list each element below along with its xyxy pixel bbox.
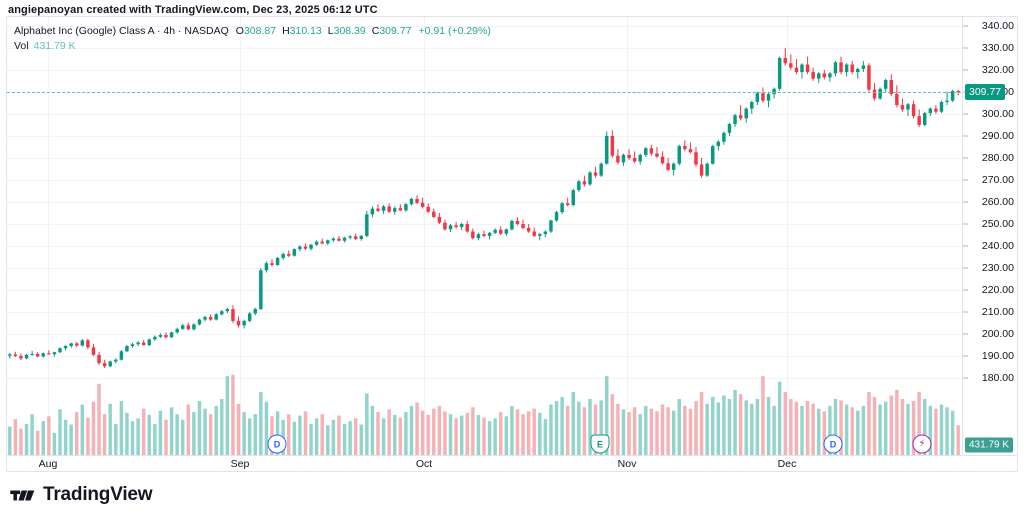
gridline-horizontal [7,268,961,270]
price-tick-label: 200.00 [981,328,1014,341]
time-tick-label: Dec [777,458,797,470]
volume-label: Vol [14,40,29,52]
tradingview-logo-icon [10,490,35,500]
price-tick-dash [963,311,968,313]
dividend-marker-icon[interactable]: D [267,434,287,454]
price-tick-label: 230.00 [981,262,1014,275]
price-tick-label: 320.00 [981,63,1014,76]
price-tick-dash [963,333,968,335]
split-marker-icon[interactable]: ⚡ [912,434,932,454]
price-tick-label: 190.00 [981,350,1014,363]
gridline-vertical [424,17,425,455]
candlestick-volume-series [8,47,960,455]
tradingview-footer: TradingView [10,484,153,506]
gridline-horizontal [7,47,961,49]
price-axis[interactable]: 340.00330.00320.00310.00300.00290.00280.… [962,17,1018,455]
price-tick-dash [963,25,968,27]
price-tick-dash [963,157,968,159]
current-volume-badge: 431.79 K [965,437,1014,453]
price-tick-label: 300.00 [981,107,1014,120]
gridline-horizontal [7,69,961,71]
gridline-horizontal [7,25,961,27]
ohlc-values: O308.87 H310.13 L308.39 C309.77 +0.91 (+0.29… [236,24,491,38]
price-tick-dash [963,69,968,71]
price-tick-label: 270.00 [981,174,1014,186]
low-value: 308.39 [333,25,366,37]
price-tick-label: 330.00 [981,41,1014,54]
gridline-horizontal [7,312,961,314]
gridline-vertical [627,17,628,455]
symbol-title[interactable]: Alphabet Inc (Google) Class A · 4h · NAS… [14,25,229,37]
price-tick-dash [963,201,968,203]
tradingview-wordmark: TradingView [43,484,153,505]
price-tick-dash [963,223,968,225]
price-tick-label: 280.00 [981,152,1014,164]
price-tick-label: 290.00 [981,129,1014,142]
price-tick-dash [963,377,968,379]
price-tick-label: 210.00 [981,306,1014,319]
gridline-horizontal [7,180,961,181]
time-tick-label: Oct [415,458,433,470]
chart-legend: Alphabet Inc (Google) Class A · 4h · NAS… [14,24,491,53]
earnings-marker-icon[interactable]: E [590,434,610,454]
price-tick-dash [963,355,968,357]
gridline-horizontal [7,356,961,358]
gridline-horizontal [7,113,961,115]
gridline-horizontal [7,158,961,159]
gridline-horizontal [7,290,961,292]
close-label: C [371,25,380,37]
price-tick-dash [963,135,968,137]
price-tick-dash [963,47,968,49]
gridline-vertical [48,17,49,455]
price-tick-dash [963,289,968,291]
price-tick-label: 220.00 [981,284,1014,297]
time-axis[interactable]: Aug Sep Oct Nov Dec [7,455,1017,471]
price-tick-label: 340.00 [981,19,1014,32]
time-tick-label: Nov [617,458,637,470]
gridline-horizontal [7,202,961,203]
price-tick-label: 260.00 [981,196,1014,208]
gridline-horizontal [7,135,961,137]
gridline-vertical [787,17,788,455]
low-label: L [327,25,334,37]
price-tick-dash [963,245,968,247]
gridline-vertical [240,17,241,455]
price-tick-dash [963,267,968,269]
price-tick-label: 180.00 [981,372,1014,385]
change-value: +0.91 (+0.29%) [418,25,491,37]
current-price-badge: 309.77 [965,84,1006,101]
price-tick-dash [963,179,968,181]
open-label: O [235,25,244,37]
high-value: 310.13 [289,25,322,37]
volume-value: 431.79 K [33,40,76,52]
price-tick-label: 240.00 [981,240,1014,252]
price-tick-label: 250.00 [981,218,1014,230]
legend-main-row: Alphabet Inc (Google) Class A · 4h · NAS… [14,24,491,38]
price-tick-dash [963,113,968,115]
gridline-horizontal [7,378,961,380]
gridline-horizontal [7,246,961,247]
high-label: H [282,25,290,37]
plot-area[interactable] [7,17,961,455]
gridline-horizontal [7,334,961,336]
legend-volume-row: Vol 431.79 K [14,39,491,53]
gridline-horizontal [7,224,961,225]
time-tick-label: Sep [230,458,250,470]
time-tick-label: Aug [38,458,58,470]
current-price-line [7,92,961,94]
close-value: 309.77 [379,25,412,37]
dividend-marker-icon[interactable]: D [823,434,843,454]
attribution-text: angiepanoyan created with TradingView.co… [8,4,378,16]
open-value: 308.87 [243,25,277,37]
